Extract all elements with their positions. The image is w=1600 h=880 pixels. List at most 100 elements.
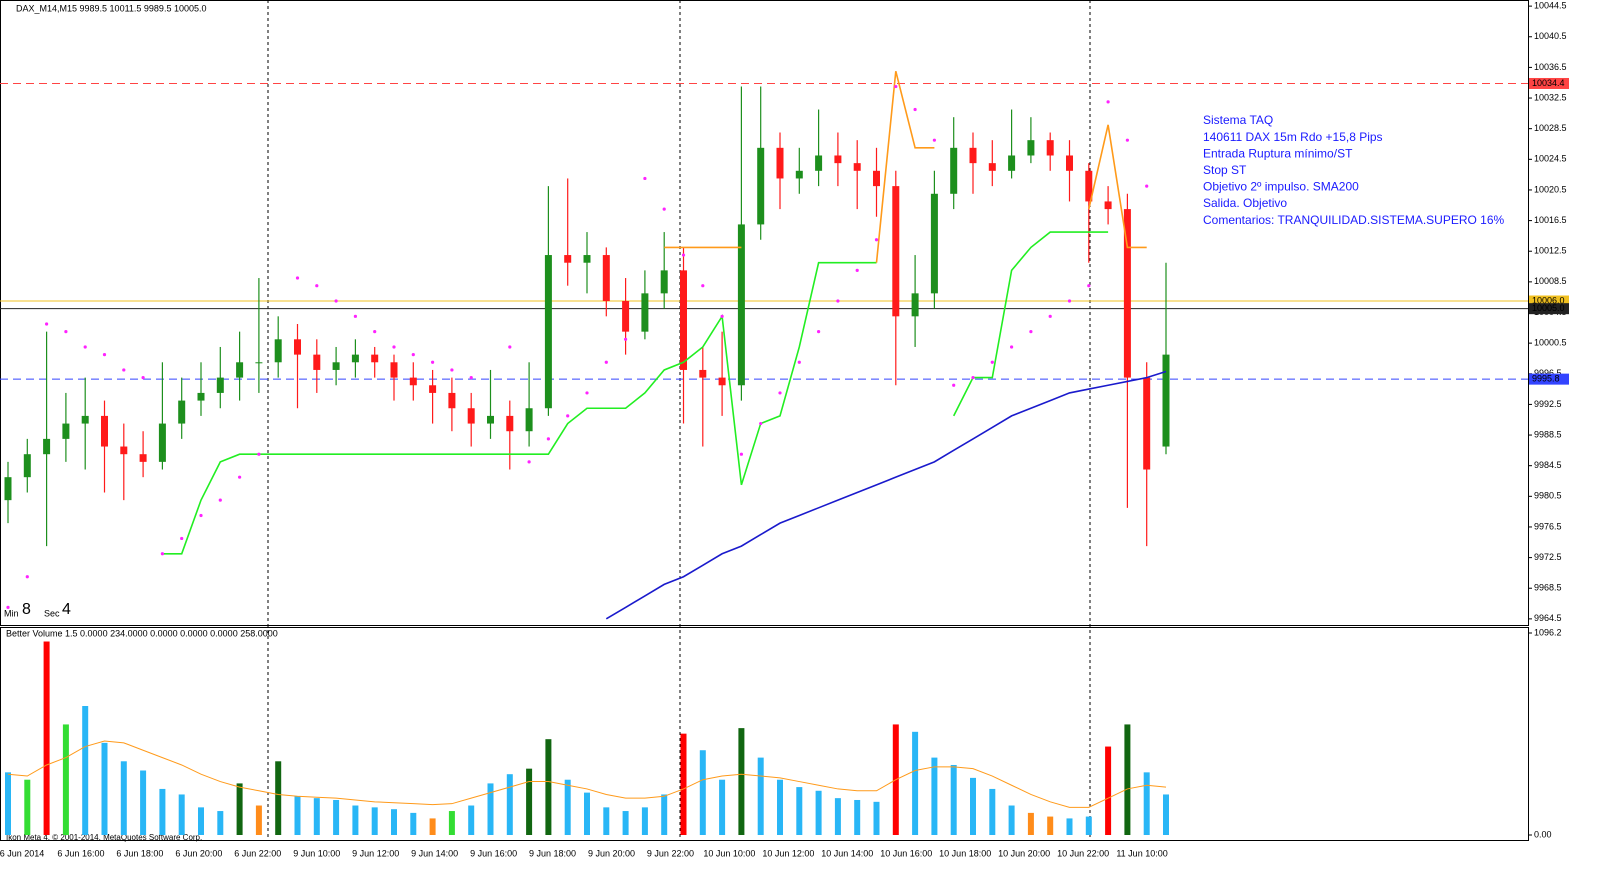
volume-bar: [834, 798, 841, 835]
sar-dot: [604, 360, 608, 364]
candle-body: [544, 255, 552, 409]
volume-bar: [970, 777, 976, 835]
volume-bar: [1085, 816, 1092, 835]
candle-body: [873, 170, 880, 187]
level-tag: [1529, 77, 1569, 89]
candle-body: [197, 392, 205, 401]
sar-dot: [431, 360, 435, 364]
sar-dot: [778, 391, 782, 395]
candle-body: [583, 255, 591, 263]
info-line: Salida. Objetivo: [1203, 196, 1287, 210]
sar-dot: [392, 345, 396, 349]
y-tick-label: 9968.5: [1534, 583, 1562, 593]
candle-body: [332, 362, 340, 370]
sar-dot: [218, 498, 222, 502]
candle-body: [622, 301, 630, 332]
volume-bar: [313, 798, 320, 835]
sar-dot: [6, 605, 10, 609]
sar-dot: [932, 138, 937, 142]
candle-body: [853, 163, 861, 171]
sar-dot: [160, 552, 164, 556]
candle-body: [371, 354, 379, 363]
x-tick-label: 6 Jun 20:00: [175, 848, 222, 858]
volume-bar: [294, 796, 301, 835]
volume-bar: [410, 812, 417, 835]
y-tick-label: 10012.5: [1534, 246, 1567, 256]
x-tick-label: 10 Jun 20:00: [998, 848, 1050, 858]
volume-bar: [545, 739, 552, 835]
candle-body: [1085, 170, 1093, 202]
y-tick-label: 10028.5: [1534, 123, 1567, 133]
level-label: 9995.8: [1532, 374, 1560, 384]
volume-bar: [333, 799, 340, 835]
sar-dot: [836, 299, 840, 303]
sar-dot: [122, 368, 126, 372]
volume-bar: [1124, 724, 1131, 835]
candle-body: [660, 270, 668, 294]
volume-bar: [526, 768, 533, 835]
volume-bar: [275, 761, 282, 835]
sar-dot: [199, 513, 203, 518]
sar-dot: [817, 330, 821, 334]
volume-bar: [661, 794, 668, 835]
volume-bar: [1027, 812, 1034, 835]
volume-bar: [641, 807, 648, 835]
info-line: Entrada Ruptura mínimo/ST: [1203, 146, 1353, 160]
x-tick-label: 9 Jun 20:00: [588, 848, 635, 858]
volume-bar: [622, 811, 629, 835]
y-tick-label: 9980.5: [1534, 491, 1562, 501]
candle-body: [390, 362, 398, 378]
sar-dot: [643, 176, 647, 181]
candle-body: [4, 477, 12, 501]
level-label: 10006.0: [1532, 295, 1565, 305]
volume-bar: [120, 761, 127, 835]
volume-bar: [24, 779, 31, 835]
sar-dot: [720, 314, 724, 318]
volume-bar: [699, 750, 706, 835]
y-tick-label: 9988.5: [1534, 429, 1562, 439]
candle-body: [216, 377, 224, 393]
volume-bar: [1143, 772, 1150, 835]
sar-dot: [180, 536, 184, 541]
volume-bar: [198, 807, 204, 835]
x-tick-label: 9 Jun 16:00: [470, 848, 517, 858]
candle-body: [950, 147, 958, 194]
sar-dot: [257, 452, 261, 456]
volume-panel: [0, 627, 1529, 841]
sar-dot: [295, 276, 300, 280]
sar-dot: [662, 207, 666, 211]
x-tick-label: 9 Jun 18:00: [529, 848, 576, 858]
x-tick-label: 10 Jun 14:00: [821, 848, 873, 858]
sar-dot: [913, 107, 917, 112]
footer: Ikon Meta 4, © 2001-2014, MetaQuotes Sof…: [6, 833, 202, 842]
sar-dot: [990, 360, 994, 364]
candle-body: [1143, 377, 1151, 470]
candle-body: [1066, 155, 1073, 171]
indicator-line: [875, 71, 935, 263]
volume-bar: [912, 731, 919, 835]
sar-dot: [874, 238, 879, 242]
volume-bar: [217, 811, 224, 835]
sar-dot: [1067, 299, 1072, 303]
volume-bar: [777, 779, 783, 835]
indicator-line: [1088, 124, 1147, 249]
candle-body: [525, 408, 533, 432]
level-tag: [1529, 373, 1569, 385]
level-label: 10005.0: [1532, 303, 1565, 313]
volume-bar: [1163, 794, 1169, 835]
info-line: 140611 DAX 15m Rdo +15,8 Pips: [1203, 130, 1383, 144]
volume-bar: [487, 783, 494, 835]
sar-dot: [411, 353, 415, 357]
y-tick-label: 9976.5: [1534, 521, 1562, 531]
volume-bar: [950, 764, 957, 835]
volume-bar: [796, 787, 803, 835]
sar-dot: [238, 475, 242, 479]
volume-bar: [468, 805, 475, 835]
chart-title: DAX_M14,M15 9989.5 10011.5 9989.5 10005.…: [16, 3, 206, 13]
candle-body: [988, 163, 996, 171]
sar-dot: [141, 376, 145, 380]
sar-dot: [315, 284, 319, 288]
candle-body: [62, 423, 70, 439]
volume-bar: [584, 792, 590, 835]
